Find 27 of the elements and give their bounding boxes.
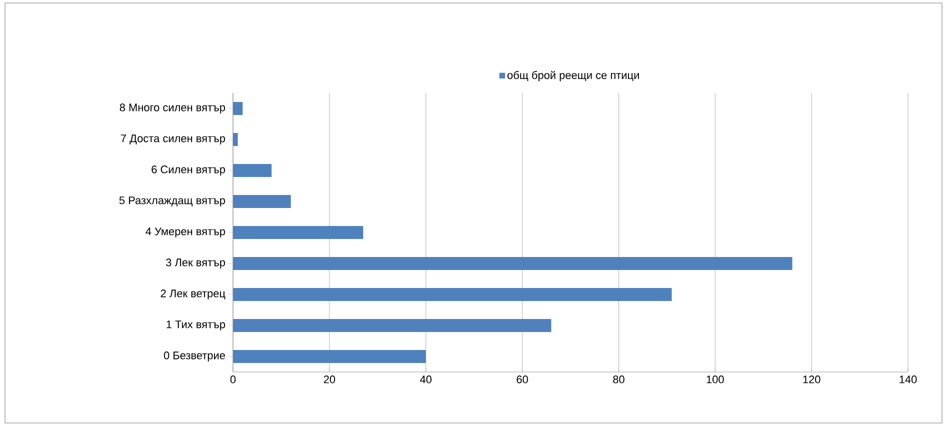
bar — [233, 195, 291, 208]
x-tick-label: 120 — [803, 376, 820, 384]
bar — [233, 226, 364, 240]
y-tick-label: 3 Лек вятър — [166, 258, 226, 268]
y-tick-label: 6 Силен вятър — [152, 166, 226, 176]
bar — [233, 102, 243, 116]
bar — [233, 133, 238, 146]
x-tick-label: 40 — [420, 376, 432, 384]
bar — [233, 164, 272, 178]
x-tick-label: 140 — [900, 376, 917, 384]
x-tick-label: 60 — [516, 376, 528, 384]
y-tick-label: 2 Лек ветрец — [160, 290, 226, 300]
bar — [233, 350, 426, 364]
bar — [233, 319, 552, 332]
y-tick-label: 0 Безветрие — [164, 352, 225, 362]
x-tick-label: 0 — [230, 376, 236, 384]
y-tick-label: 5 Разхлаждащ вятър — [119, 196, 225, 206]
y-tick-label: 1 Тих вятър — [166, 320, 226, 330]
x-tick-label: 80 — [613, 376, 624, 384]
y-tick-label: 4 Умерен вятър — [146, 228, 226, 238]
x-tick-label: 20 — [324, 376, 336, 384]
y-tick-label: 8 Много силен вятър — [120, 104, 226, 114]
y-tick-label: 7 Доста силен вятър — [120, 134, 226, 144]
legend-label: общ брой реещи се птици — [507, 70, 639, 82]
bar — [233, 288, 672, 302]
x-tick-label: 100 — [706, 376, 724, 384]
bar — [233, 257, 792, 270]
